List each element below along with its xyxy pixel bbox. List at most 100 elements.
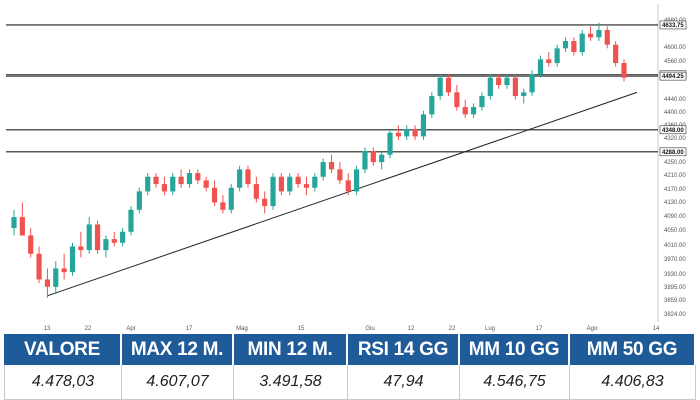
candle-body-1 xyxy=(19,217,25,236)
value-rsi-14gg: 47,94 xyxy=(348,365,460,400)
candle-body-60 xyxy=(512,77,518,97)
candle-body-48 xyxy=(412,129,418,137)
stats-table: VALORE MAX 12 M. MIN 12 M. RSI 14 GG MM … xyxy=(4,334,696,400)
candle-body-11 xyxy=(103,239,109,251)
header-valore: VALORE xyxy=(4,334,122,365)
chart-svg: 4680.004600.004560.004520.004440.004400.… xyxy=(6,4,687,332)
candle-body-23 xyxy=(203,180,209,188)
level-label-0: 4633.75 xyxy=(662,23,684,29)
candle-body-46 xyxy=(395,132,401,137)
candle-body-43 xyxy=(370,151,376,163)
candle-body-34 xyxy=(295,176,301,185)
y-tick-label-12: 4090.00 xyxy=(664,214,686,220)
candle-body-20 xyxy=(178,176,184,185)
candle-body-15 xyxy=(136,191,142,210)
candle-body-10 xyxy=(94,224,101,251)
candle-body-6 xyxy=(61,268,67,273)
candle-body-72 xyxy=(613,44,619,64)
candle-body-18 xyxy=(161,184,168,192)
y-tick-label-19: 3824.00 xyxy=(664,312,686,318)
y-tick-label-17: 3895.00 xyxy=(664,285,686,291)
level-label-box-4 xyxy=(659,147,687,157)
y-tick-label-2: 4560.00 xyxy=(664,59,686,65)
candle-body-49 xyxy=(420,114,427,137)
candle-body-2 xyxy=(28,235,34,254)
candle-body-66 xyxy=(562,41,569,49)
y-tick-label-18: 3859.00 xyxy=(664,298,686,304)
candle-body-53 xyxy=(454,92,460,108)
value-mm-10gg: 4.546,75 xyxy=(460,365,570,400)
y-tick-label-8: 4250.00 xyxy=(664,160,686,166)
candle-body-71 xyxy=(604,30,610,45)
x-tick-label-5: 15 xyxy=(298,326,305,332)
y-tick-label-7: 4320.00 xyxy=(664,136,686,142)
x-tick-label-2: Apr xyxy=(126,326,135,332)
candle-body-47 xyxy=(404,129,410,137)
x-tick-label-3: 17 xyxy=(186,326,193,332)
candle-body-59 xyxy=(504,77,510,86)
candle-body-16 xyxy=(145,176,151,192)
x-tick-label-11: Ago xyxy=(587,326,598,332)
candle-body-35 xyxy=(303,184,310,188)
candle-body-61 xyxy=(521,92,527,97)
candle-body-56 xyxy=(479,96,485,108)
x-tick-label-8: 22 xyxy=(449,326,456,332)
y-tick-label-13: 4050.00 xyxy=(664,228,686,234)
candle-body-57 xyxy=(487,77,493,97)
candle-body-55 xyxy=(470,107,477,115)
candle-body-38 xyxy=(328,162,335,170)
x-tick-label-7: 12 xyxy=(408,326,415,332)
candle-body-8 xyxy=(78,246,84,251)
candle-body-51 xyxy=(437,77,443,97)
candle-body-32 xyxy=(278,176,284,192)
x-tick-label-4: Mag xyxy=(236,326,248,332)
x-tick-label-12: 14 xyxy=(653,326,660,332)
candle-body-39 xyxy=(337,169,343,181)
candle-body-13 xyxy=(120,231,126,243)
candle-body-31 xyxy=(270,176,276,207)
candle-body-40 xyxy=(345,180,351,192)
y-tick-label-11: 4130.00 xyxy=(664,200,686,206)
header-max-12m: MAX 12 M. xyxy=(122,334,234,365)
candle-body-30 xyxy=(262,198,268,207)
candle-body-12 xyxy=(111,239,117,243)
x-tick-label-10: 17 xyxy=(536,326,543,332)
candle-body-36 xyxy=(312,176,318,188)
y-tick-label-1: 4600.00 xyxy=(664,45,686,51)
x-tick-label-6: Giu xyxy=(365,326,374,332)
y-tick-label-15: 3970.00 xyxy=(664,257,686,263)
y-tick-label-4: 4440.00 xyxy=(664,97,686,103)
candle-body-24 xyxy=(211,187,218,203)
candle-body-4 xyxy=(44,279,51,287)
candle-body-41 xyxy=(354,169,360,192)
y-tick-label-5: 4400.00 xyxy=(664,110,686,116)
candle-body-37 xyxy=(320,162,326,177)
candle-body-63 xyxy=(537,59,544,75)
candle-body-29 xyxy=(253,184,259,199)
level-label-4: 4288.00 xyxy=(662,150,684,156)
candle-body-68 xyxy=(579,33,585,53)
header-rsi-14gg: RSI 14 GG xyxy=(348,334,460,365)
candle-body-58 xyxy=(496,77,502,86)
stats-header-row: VALORE MAX 12 M. MIN 12 M. RSI 14 GG MM … xyxy=(4,334,696,365)
candle-body-67 xyxy=(571,41,577,53)
x-tick-label-0: 13 xyxy=(44,326,51,332)
y-tick-label-14: 4010.00 xyxy=(664,243,686,249)
candle-body-70 xyxy=(596,30,602,38)
trendline xyxy=(46,91,638,297)
value-max-12m: 4.607,07 xyxy=(122,365,234,400)
x-tick-label-1: 22 xyxy=(85,326,92,332)
candle-body-50 xyxy=(429,96,435,115)
price-chart: 4680.004600.004560.004520.004440.004400.… xyxy=(6,4,687,332)
y-tick-label-10: 4170.00 xyxy=(664,187,686,193)
candle-body-19 xyxy=(170,176,176,192)
candle-body-52 xyxy=(445,77,452,93)
candle-body-7 xyxy=(69,246,76,273)
candle-body-22 xyxy=(195,173,201,181)
candle-body-54 xyxy=(462,107,468,115)
candle-body-45 xyxy=(387,132,393,155)
level-label-box-2 xyxy=(659,71,687,81)
candle-body-9 xyxy=(86,224,92,251)
header-min-12m: MIN 12 M. xyxy=(234,334,348,365)
y-tick-label-16: 3930.00 xyxy=(664,272,686,278)
